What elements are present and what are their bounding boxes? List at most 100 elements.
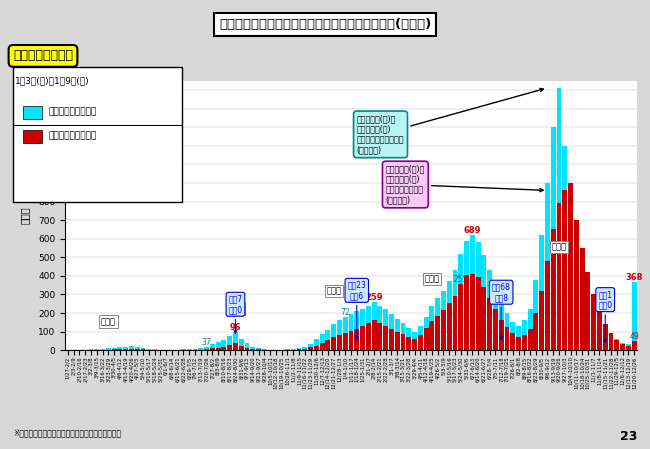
Bar: [545, 183, 550, 350]
Bar: [568, 192, 573, 350]
Bar: [187, 349, 192, 350]
Bar: [395, 332, 400, 350]
Bar: [556, 203, 562, 350]
Bar: [210, 348, 215, 350]
Text: 37: 37: [202, 338, 211, 347]
Bar: [632, 282, 636, 350]
Bar: [360, 326, 365, 350]
Y-axis label: （人）: （人）: [20, 207, 29, 224]
Bar: [250, 349, 255, 350]
Bar: [360, 309, 365, 350]
Bar: [441, 310, 446, 350]
Bar: [608, 334, 614, 350]
Bar: [337, 320, 342, 350]
Bar: [441, 291, 446, 350]
Bar: [314, 346, 318, 350]
Bar: [551, 127, 556, 350]
Bar: [464, 241, 469, 350]
Bar: [348, 314, 354, 350]
Bar: [632, 341, 636, 350]
Bar: [384, 326, 388, 350]
Bar: [510, 334, 515, 350]
Bar: [204, 349, 209, 350]
Bar: [540, 291, 544, 350]
Bar: [534, 280, 538, 350]
Bar: [504, 327, 510, 350]
Bar: [216, 348, 220, 350]
Bar: [302, 347, 307, 350]
Bar: [88, 349, 94, 350]
Bar: [296, 348, 302, 350]
Bar: [608, 334, 614, 350]
Bar: [476, 277, 480, 350]
Bar: [389, 314, 394, 350]
Bar: [620, 343, 625, 350]
Bar: [430, 306, 434, 350]
Bar: [244, 343, 250, 350]
Bar: [118, 348, 122, 350]
Bar: [140, 349, 146, 350]
Bar: [562, 146, 567, 350]
Bar: [366, 306, 370, 350]
Bar: [436, 298, 440, 350]
Bar: [332, 337, 336, 350]
Bar: [302, 349, 307, 350]
Bar: [488, 270, 492, 350]
Bar: [118, 349, 122, 350]
Bar: [94, 349, 99, 350]
Bar: [210, 344, 215, 350]
Bar: [574, 220, 578, 350]
Bar: [106, 348, 110, 350]
Bar: [412, 332, 417, 350]
Bar: [528, 329, 532, 350]
Bar: [614, 340, 619, 350]
Bar: [614, 339, 619, 350]
Bar: [580, 248, 584, 350]
Text: 県：7
市：0: 県：7 市：0: [228, 295, 242, 333]
Text: ８月２３日(月)～
８月２９日(日)
奈良市：４０９人
(過去最多): ８月２３日(月)～ ８月２９日(日) 奈良市：４０９人 (過去最多): [385, 164, 543, 205]
Bar: [586, 272, 590, 350]
Bar: [244, 348, 250, 350]
Bar: [592, 295, 596, 350]
Bar: [452, 270, 458, 350]
Bar: [574, 220, 578, 350]
Bar: [470, 274, 474, 350]
Bar: [285, 349, 290, 350]
Bar: [470, 235, 474, 350]
Bar: [124, 347, 128, 350]
Bar: [332, 324, 336, 350]
Bar: [522, 321, 526, 350]
Bar: [516, 326, 521, 350]
Bar: [100, 349, 105, 350]
Bar: [227, 336, 232, 350]
Bar: [418, 326, 422, 350]
Bar: [395, 319, 400, 350]
Bar: [222, 340, 226, 350]
Bar: [320, 343, 324, 350]
Bar: [320, 335, 324, 350]
Bar: [592, 295, 596, 350]
Bar: [551, 229, 556, 350]
Bar: [504, 313, 510, 350]
Bar: [135, 349, 140, 350]
Bar: [458, 254, 463, 350]
Bar: [499, 320, 504, 350]
Bar: [499, 300, 504, 350]
Bar: [400, 323, 406, 350]
Bar: [124, 349, 128, 350]
Text: 第５波: 第５波: [551, 243, 567, 252]
Bar: [436, 316, 440, 350]
Bar: [129, 349, 134, 350]
Bar: [556, 88, 562, 350]
Text: 第４波: 第４波: [424, 274, 439, 283]
Bar: [424, 328, 428, 350]
Bar: [510, 322, 515, 350]
Bar: [400, 335, 406, 350]
Bar: [222, 347, 226, 350]
Bar: [493, 309, 498, 350]
Bar: [378, 306, 382, 350]
Text: 368: 368: [625, 273, 643, 282]
Bar: [233, 332, 238, 350]
Bar: [337, 335, 342, 350]
Bar: [112, 348, 116, 350]
